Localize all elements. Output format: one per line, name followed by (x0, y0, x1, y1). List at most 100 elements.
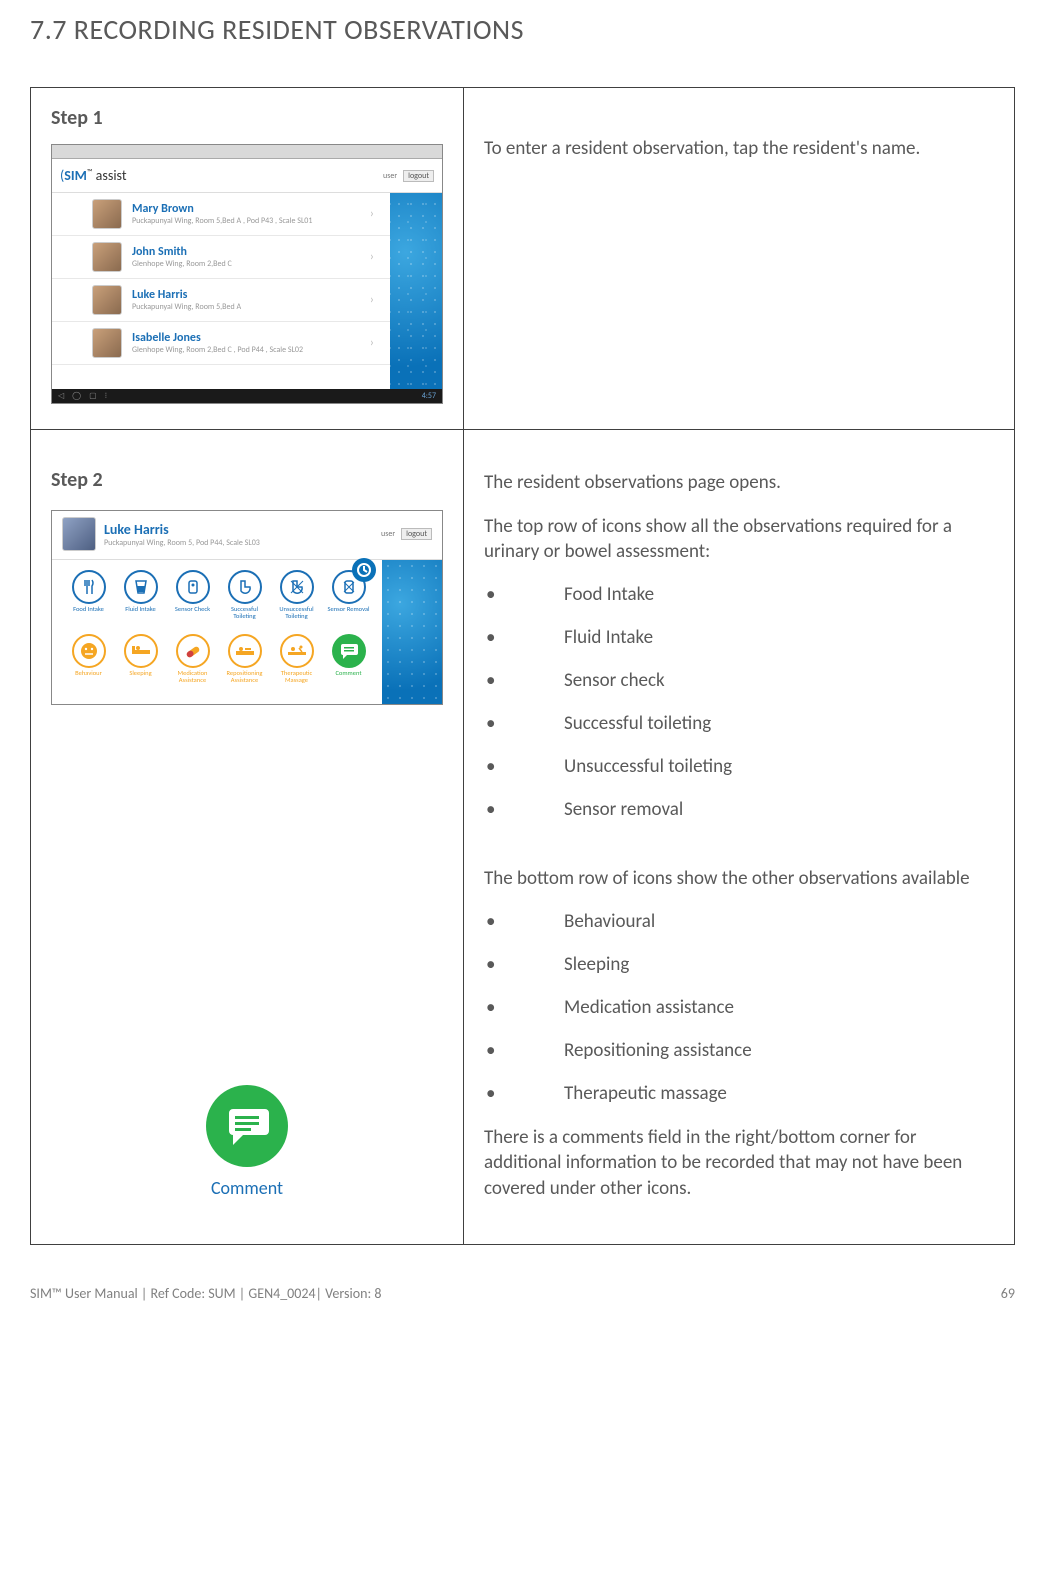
bullet-item: •Successful toileting (484, 712, 994, 735)
observation-medication-assistance[interactable]: Medication Assistance (168, 634, 217, 696)
bullet-item: •Unsuccessful toileting (484, 755, 994, 778)
resident-avatar (92, 285, 122, 315)
section-title: 7.7 RECORDING RESIDENT OBSERVATIONS (30, 12, 1015, 47)
comment-icon (206, 1085, 288, 1167)
observation-label: Sleeping (129, 670, 151, 677)
chevron-right-icon: › (370, 336, 374, 350)
comment-icon-callout: Comment (182, 1085, 312, 1199)
resident-avatar (92, 328, 122, 358)
observation-label: Sensor Removal (327, 606, 369, 613)
step1-label: Step 1 (51, 106, 443, 130)
observation-unsuccessful-toileting[interactable]: Unsuccessful Toileting (272, 570, 321, 632)
logout-button[interactable]: logout (401, 528, 432, 540)
android-navbar: ◁◯▢⁝ 4:57 (52, 389, 442, 403)
resident-row[interactable]: Luke Harris Puckapunyal Wing, Room 5,Bed… (52, 279, 390, 322)
bullet-item: •Fluid Intake (484, 626, 994, 649)
logout-button[interactable]: logout (403, 170, 434, 182)
resident-list: Mary Brown Puckapunyal Wing, Room 5,Bed … (52, 193, 390, 391)
observation-sensor-check[interactable]: Sensor Check (168, 570, 217, 632)
toiletx-icon (280, 570, 314, 604)
resident-avatar (92, 199, 122, 229)
step2-comments-note: There is a comments field in the right/b… (484, 1125, 994, 1202)
android-statusbar (52, 145, 442, 159)
resident-name: Mary Brown (132, 202, 370, 216)
footer-page-number: 69 (1001, 1285, 1015, 1302)
bullet-item: •Sensor removal (484, 798, 994, 821)
resident-location: Puckapunyal Wing, Room 5, Pod P44, Scale… (104, 538, 381, 548)
pill-icon (176, 634, 210, 668)
massage-icon (280, 634, 314, 668)
sensor-icon (176, 570, 210, 604)
step2-label: Step 2 (51, 468, 443, 492)
page-footer: SIM™ User Manual | Ref Code: SUM | GEN4_… (30, 1285, 1015, 1302)
resident-name: Isabelle Jones (132, 331, 370, 345)
bullet-item: •Food Intake (484, 583, 994, 606)
resident-name: Luke Harris (104, 521, 381, 538)
observation-successful-toileting[interactable]: Successful Toileting (220, 570, 269, 632)
observation-fluid-intake[interactable]: Fluid Intake (116, 570, 165, 632)
chevron-right-icon: › (370, 207, 374, 221)
step2-bottomrow-intro: The bottom row of icons show the other o… (484, 866, 994, 892)
resident-avatar (92, 242, 122, 272)
resident-row[interactable]: John Smith Glenhope Wing, Room 2,Bed C › (52, 236, 390, 279)
toilet-icon (228, 570, 262, 604)
resident-location: Glenhope Wing, Room 2,Bed C (132, 259, 370, 269)
bullet-item: •Sleeping (484, 953, 994, 976)
cup-icon (124, 570, 158, 604)
observation-label: Therapeutic Massage (272, 670, 321, 684)
resident-location: Puckapunyal Wing, Room 5,Bed A , Pod P43… (132, 216, 370, 226)
observation-label: Successful Toileting (220, 606, 269, 620)
step2-bottomrow-list: •Behavioural •Sleeping •Medication assista… (484, 910, 994, 1105)
resident-location: Puckapunyal Wing, Room 5,Bed A (132, 302, 370, 312)
face-icon (72, 634, 106, 668)
resident-row[interactable]: Mary Brown Puckapunyal Wing, Room 5,Bed … (52, 193, 390, 236)
observation-label: Behaviour (75, 670, 102, 677)
footer-left: SIM™ User Manual | Ref Code: SUM | GEN4_… (30, 1285, 381, 1302)
observation-sleeping[interactable]: Sleeping (116, 634, 165, 696)
step1-left-cell: Step 1 (SIM™ assist user logout Mary Bro… (31, 88, 464, 430)
resident-name: John Smith (132, 245, 370, 259)
observation-comment[interactable]: Comment (324, 634, 373, 696)
bullet-item: •Sensor check (484, 669, 994, 692)
observation-label: Food Intake (73, 606, 104, 613)
observation-label: Fluid Intake (125, 606, 155, 613)
resident-row[interactable]: Isabelle Jones Glenhope Wing, Room 2,Bed… (52, 322, 390, 365)
chevron-right-icon: › (370, 293, 374, 307)
observation-grid: Food Intake Fluid Intake Sensor Check Su… (52, 560, 382, 704)
step2-toprow-list: •Food Intake •Fluid Intake •Sensor check •S… (484, 583, 994, 821)
bed-icon (124, 634, 158, 668)
step2-right-cell: The resident observations page opens. Th… (464, 430, 1015, 1245)
observation-food-intake[interactable]: Food Intake (64, 570, 113, 632)
repo-icon (228, 634, 262, 668)
step2-toprow-intro: The top row of icons show all the observ… (484, 514, 994, 565)
sidebar-decoration (390, 193, 442, 391)
history-icon[interactable] (352, 558, 376, 582)
bullet-item: •Medication assistance (484, 996, 994, 1019)
screenshot-resident-list: (SIM™ assist user logout Mary Brown Puck… (51, 144, 443, 404)
resident-name: Luke Harris (132, 288, 370, 302)
observation-therapeutic-massage[interactable]: Therapeutic Massage (272, 634, 321, 696)
step2-left-cell: Step 2 Luke Harris Puckapunyal Wing, Roo… (31, 430, 464, 1245)
resident-avatar (62, 517, 96, 551)
app-header: (SIM™ assist user logout (52, 159, 442, 193)
bullet-item: •Therapeutic massage (484, 1082, 994, 1105)
speech-icon (332, 634, 366, 668)
screenshot-observations: Luke Harris Puckapunyal Wing, Room 5, Po… (51, 510, 443, 705)
bullet-item: •Repositioning assistance (484, 1039, 994, 1062)
steps-table: Step 1 (SIM™ assist user logout Mary Bro… (30, 87, 1015, 1245)
observation-label: Repositioning Assistance (220, 670, 269, 684)
sim-assist-logo: (SIM™ assist (60, 167, 127, 184)
resident-location: Glenhope Wing, Room 2,Bed C , Pod P44 , … (132, 345, 370, 355)
chevron-right-icon: › (370, 250, 374, 264)
observation-label: Unsuccessful Toileting (272, 606, 321, 620)
sidebar-decoration (382, 560, 442, 704)
bullet-item: •Behavioural (484, 910, 994, 933)
observation-behaviour[interactable]: Behaviour (64, 634, 113, 696)
clock: 4:57 (422, 391, 436, 401)
observation-label: Medication Assistance (168, 670, 217, 684)
header-user-label: user (383, 171, 397, 181)
comment-label: Comment (182, 1177, 312, 1199)
observation-repositioning-assistance[interactable]: Repositioning Assistance (220, 634, 269, 696)
observation-label: Comment (335, 670, 361, 677)
step1-description: To enter a resident observation, tap the… (484, 136, 994, 162)
